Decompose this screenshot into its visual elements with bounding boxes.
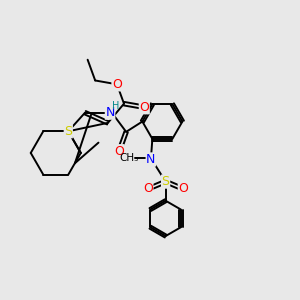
Text: H: H xyxy=(112,101,120,111)
Text: O: O xyxy=(178,182,188,195)
Text: N: N xyxy=(105,106,115,119)
Text: S: S xyxy=(64,125,72,138)
Text: O: O xyxy=(114,145,124,158)
Text: CH₃: CH₃ xyxy=(119,153,138,163)
Text: N: N xyxy=(146,153,156,166)
Text: O: O xyxy=(140,101,149,114)
Text: S: S xyxy=(162,175,170,188)
Text: O: O xyxy=(143,182,153,195)
Text: O: O xyxy=(112,78,122,91)
